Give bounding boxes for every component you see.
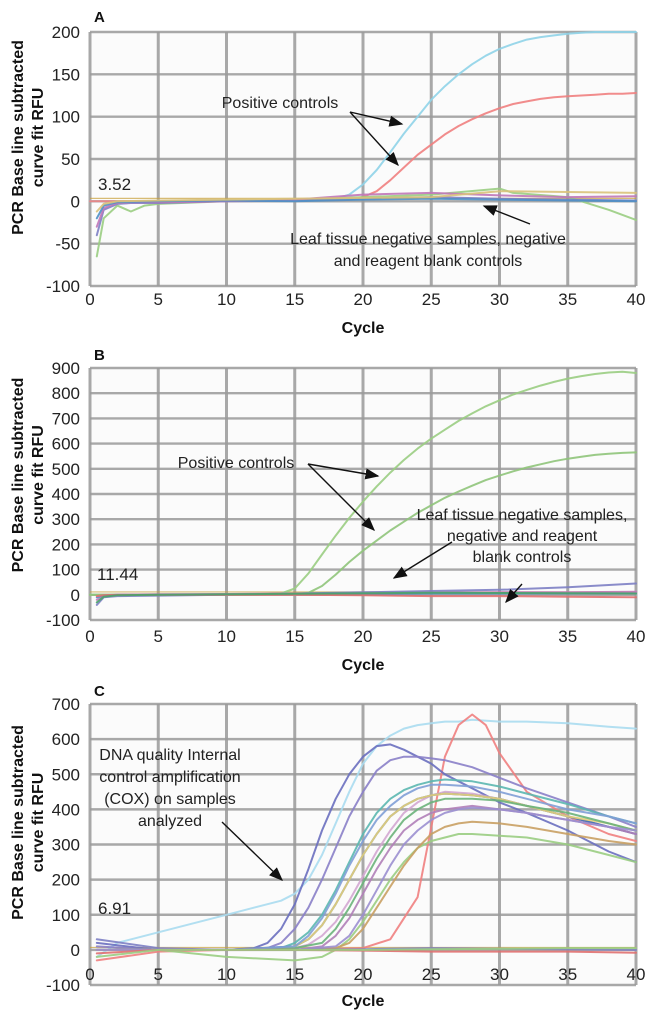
series-line-7 — [95, 190, 637, 213]
annotation-arrow — [392, 541, 453, 579]
annotation-text: Positive controls — [178, 455, 295, 472]
panel-letter: C — [94, 683, 105, 700]
y-tick-label: 0 — [71, 586, 80, 605]
y-tick-label: 900 — [52, 359, 80, 378]
y-tick-label: -100 — [46, 277, 80, 296]
y-tick-label: -100 — [46, 976, 80, 995]
y-tick-label: 100 — [52, 906, 80, 925]
series-line-3 — [95, 743, 637, 951]
y-tick-label: 50 — [61, 150, 80, 169]
y-tick-label: 300 — [52, 836, 80, 855]
chart-panel-a: -100 -50 0 50 100 150 200 0 5 10 15 20 25 30 35 40 Cycle… — [10, 9, 645, 337]
x-tick-label: 15 — [285, 965, 304, 984]
x-tick-label: 20 — [354, 965, 373, 984]
x-tick-label: 15 — [285, 290, 304, 309]
series-line-2 — [89, 451, 637, 596]
annotation-arrow — [505, 583, 523, 604]
y-tick-label: 500 — [52, 460, 80, 479]
y-tick-label: 300 — [52, 510, 80, 529]
x-tick-label: 25 — [422, 627, 441, 646]
annotation-arrow — [349, 111, 404, 127]
y-tick-label: 150 — [52, 65, 80, 84]
x-tick-label: 5 — [154, 965, 163, 984]
y-axis-title-line-1: PCR Base line subtracted — [10, 40, 27, 235]
x-tick-label: 30 — [490, 627, 509, 646]
panel-letter: B — [94, 347, 105, 364]
x-tick-label: 10 — [217, 290, 236, 309]
series-line-7 — [95, 591, 637, 604]
annotation-arrow — [482, 205, 531, 225]
y-axis-title-line-1: PCR Base line subtracted — [10, 378, 27, 573]
annotation-text: Positive controls — [222, 95, 339, 112]
y-tick-label: 600 — [52, 730, 80, 749]
x-tick-label: 15 — [285, 627, 304, 646]
x-axis-title: Cycle — [342, 993, 385, 1010]
annotation-arrow — [307, 463, 380, 480]
annotation-arrow — [221, 821, 284, 881]
x-tick-label: 5 — [154, 290, 163, 309]
x-tick-label: 20 — [354, 290, 373, 309]
y-tick-label: -100 — [46, 611, 80, 630]
series-line-4 — [95, 755, 637, 951]
y-tick-label: 0 — [71, 941, 80, 960]
y-tick-label: 100 — [52, 561, 80, 580]
x-tick-label: 5 — [154, 627, 163, 646]
x-tick-label: 35 — [558, 290, 577, 309]
y-tick-label: 500 — [52, 765, 80, 784]
series-line-7 — [95, 833, 637, 962]
x-tick-label: 0 — [85, 965, 94, 984]
series-line-17 — [95, 947, 637, 958]
x-tick-label: 30 — [490, 965, 509, 984]
series-line-5 — [95, 778, 637, 951]
x-tick-label: 20 — [354, 627, 373, 646]
y-axis-title-line-1: PCR Base line subtracted — [10, 725, 27, 920]
series-line-1 — [89, 370, 637, 596]
x-tick-label: 0 — [85, 627, 94, 646]
annotation-arrow — [349, 111, 399, 167]
y-axis-title-line-2: curve fit RFU — [30, 425, 47, 525]
y-tick-label: 200 — [52, 871, 80, 890]
series-line-6 — [95, 197, 637, 220]
x-tick-label: 35 — [558, 627, 577, 646]
y-tick-label: 400 — [52, 485, 80, 504]
annotation-text: Leaf tissue negative samples, negative an… — [417, 507, 628, 566]
x-axis-title: Cycle — [342, 657, 385, 674]
threshold-label: 3.52 — [98, 175, 131, 194]
x-tick-label: 25 — [422, 290, 441, 309]
y-tick-label: 800 — [52, 384, 80, 403]
threshold-label: 11.44 — [97, 565, 138, 584]
x-tick-label: 25 — [422, 965, 441, 984]
x-tick-label: 10 — [217, 627, 236, 646]
threshold-label: 6.91 — [98, 899, 131, 918]
chart-panel-c: -100 0 100 200 300 400 500 600 700 0 5 10 15 20 25 30 35… — [10, 683, 645, 1010]
y-tick-label: 400 — [52, 800, 80, 819]
series-line-12 — [95, 783, 637, 951]
y-tick-label: 100 — [52, 108, 80, 127]
x-tick-label: 30 — [490, 290, 509, 309]
x-tick-label: 40 — [627, 290, 646, 309]
y-tick-label: 200 — [52, 535, 80, 554]
y-tick-label: 700 — [52, 409, 80, 428]
annotation-arrow — [307, 463, 375, 531]
annotation-text: Leaf tissue negative samples, negative an… — [290, 231, 566, 270]
x-tick-label: 35 — [558, 965, 577, 984]
chart-panel-b: -100 0 100 200 300 400 500 600 700 800 900 0 5 10 15 20… — [10, 347, 645, 674]
y-tick-label: -50 — [55, 235, 80, 254]
y-axis-title-line-2: curve fit RFU — [30, 773, 47, 873]
y-tick-label: 0 — [71, 192, 80, 211]
y-tick-label: 600 — [52, 435, 80, 454]
series-line-11 — [95, 797, 637, 951]
y-tick-label: 700 — [52, 695, 80, 714]
panel-letter: A — [94, 9, 105, 26]
x-tick-label: 40 — [627, 965, 646, 984]
x-tick-label: 40 — [627, 627, 646, 646]
x-tick-label: 10 — [217, 965, 236, 984]
y-axis-title-line-2: curve fit RFU — [30, 88, 47, 188]
x-tick-label: 0 — [85, 290, 94, 309]
x-axis-title: Cycle — [342, 320, 385, 337]
y-tick-label: 200 — [52, 23, 80, 42]
annotation-text: DNA quality Internal control amplificatio… — [99, 747, 240, 830]
series-line-1 — [95, 718, 637, 958]
